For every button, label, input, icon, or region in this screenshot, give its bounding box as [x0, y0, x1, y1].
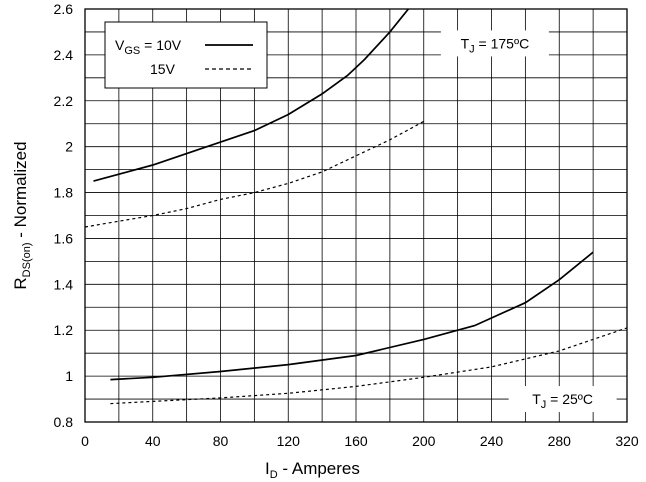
y-tick-label: 1.8	[54, 185, 74, 201]
x-tick-label: 120	[277, 433, 301, 449]
x-axis-title-main: I	[265, 459, 270, 478]
series-line-3	[110, 251, 594, 381]
annotation-label-2: TJ = 25ºC	[532, 391, 593, 411]
y-tick-label: 1.4	[54, 276, 74, 292]
annotation-label-1: TJ = 175ºC	[461, 35, 530, 55]
x-tick-label: 40	[145, 433, 161, 449]
y-tick-label: 1.6	[54, 230, 74, 246]
legend-label-2-rest: 15V	[150, 61, 176, 77]
annotation-label-2-main: T	[532, 391, 541, 407]
x-tick-label: 320	[615, 433, 639, 449]
annotation-label-1-rest: = 175ºC	[475, 35, 530, 51]
y-axis-title-main: R	[11, 277, 30, 289]
y-tick-label: 2.2	[54, 93, 74, 109]
series-line-1	[93, 9, 410, 182]
legend: VGS = 10V 15V	[104, 21, 268, 89]
y-tick-label: 1.2	[54, 322, 74, 338]
series-layer	[85, 9, 627, 405]
x-axis-title-sub: D	[270, 469, 278, 481]
annotation-box-2	[508, 386, 617, 413]
legend-label-1-sub: GS	[124, 45, 140, 57]
y-axis-title-rest: - Normalized	[11, 141, 30, 242]
axis-titles: ID - Amperes RDS(on) - Normalized	[11, 141, 360, 481]
x-tick-label: 280	[548, 433, 572, 449]
legend-label-1-rest: = 10V	[140, 37, 182, 53]
legend-label-1-main: V	[115, 37, 125, 53]
x-axis-title-rest: - Amperes	[278, 459, 360, 478]
x-tick-label: 240	[480, 433, 504, 449]
x-axis-title: ID - Amperes	[265, 459, 360, 481]
legend-label-2: 15V	[150, 61, 176, 77]
series-line-4	[110, 327, 627, 405]
y-axis-title: RDS(on) - Normalized	[11, 141, 33, 289]
annotation-label-1-sub: J	[469, 43, 475, 55]
legend-label-1: VGS = 10V	[115, 37, 182, 57]
y-tick-label: 2	[65, 139, 73, 155]
legend-box	[104, 21, 268, 89]
tick-labels: 0 40 80 120 160 200 240 280 320 0.8 1 1.2 1.4 1.6 1.8 2…	[54, 1, 639, 449]
y-tick-label: 1	[65, 368, 73, 384]
x-tick-label: 200	[412, 433, 436, 449]
annotation-label-1-main: T	[461, 35, 470, 51]
y-tick-label: 2.6	[54, 1, 74, 17]
x-tick-label: 160	[344, 433, 368, 449]
annotation-label-2-sub: J	[541, 399, 547, 411]
y-tick-label: 2.4	[54, 47, 74, 63]
x-tick-label: 80	[213, 433, 229, 449]
y-tick-label: 0.8	[54, 414, 74, 430]
y-axis-title-sub: DS(on)	[21, 242, 33, 277]
plot-frame	[84, 8, 628, 423]
x-tick-label: 0	[81, 433, 89, 449]
annotation-box-1	[440, 30, 549, 57]
annotation-label-2-rest: = 25ºC	[546, 391, 593, 407]
